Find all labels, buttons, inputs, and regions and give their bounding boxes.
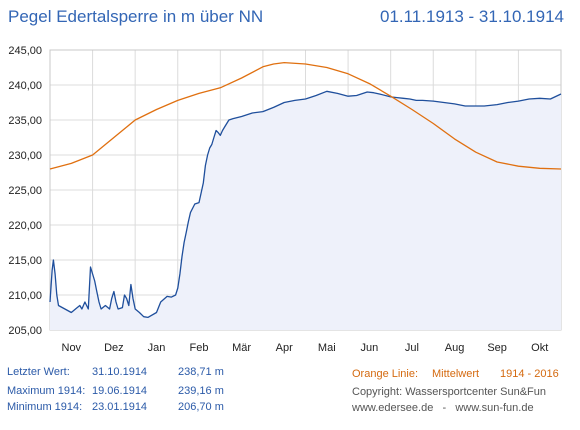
- orange-line-text: Mittelwert: [432, 368, 480, 380]
- mean-line: [49, 61, 562, 170]
- x-tick-label: Apr: [276, 342, 293, 354]
- last-value-label: Letzter Wert:: [7, 366, 70, 378]
- x-tick-label: Sep: [487, 342, 507, 354]
- orange-line-label: Orange Linie:: [352, 368, 419, 380]
- series-area-0: [50, 91, 561, 330]
- chart-lines: [49, 61, 562, 319]
- y-tick-label: 245,00: [8, 45, 42, 57]
- y-tick-label: 220,00: [8, 220, 42, 232]
- y-tick-label: 235,00: [8, 115, 42, 127]
- y-tick-label: 210,00: [8, 290, 42, 302]
- max-value-date: 19.06.1914: [92, 385, 148, 397]
- chart-axes: 205,00 210,00 215,00 220,00 225,00 230,00 235,…: [8, 45, 548, 354]
- x-tick-label: Okt: [531, 342, 548, 354]
- min-value-date: 23.01.1914: [92, 401, 148, 413]
- y-tick-label: 215,00: [8, 255, 42, 267]
- min-value-amount: 206,70 m: [178, 401, 224, 413]
- y-tick-label: 205,00: [8, 325, 42, 337]
- max-value-label: Maximum 1914:: [7, 385, 86, 397]
- website-links: www.edersee.de - www.sun-fun.de: [352, 402, 534, 414]
- x-tick-label: Dez: [104, 342, 124, 354]
- y-tick-label: 225,00: [8, 185, 42, 197]
- y-tick-label: 230,00: [8, 150, 42, 162]
- x-tick-label: Feb: [190, 342, 209, 354]
- x-tick-label: Aug: [445, 342, 465, 354]
- last-value-amount: 238,71 m: [178, 366, 224, 378]
- min-value-label: Minimum 1914:: [7, 401, 83, 413]
- y-tick-label: 240,00: [8, 80, 42, 92]
- x-tick-label: Jan: [148, 342, 166, 354]
- chart-period: 01.11.1913 - 31.10.1914: [379, 7, 564, 26]
- x-tick-label: Jul: [405, 342, 419, 354]
- max-value-amount: 239,16 m: [178, 385, 224, 397]
- x-tick-label: Nov: [62, 342, 82, 354]
- x-tick-label: Mär: [232, 342, 251, 354]
- orange-line-years: 1914 - 2016: [500, 368, 559, 380]
- x-tick-label: Jun: [361, 342, 379, 354]
- chart-fill: [50, 91, 561, 330]
- x-tick-label: Mai: [318, 342, 336, 354]
- copyright-text: Copyright: Wassersportcenter Sun&Fun: [352, 386, 547, 398]
- chart-title: Pegel Edertalsperre in m über NN: [8, 7, 264, 26]
- last-value-date: 31.10.1914: [92, 366, 148, 378]
- level-line: [49, 90, 562, 319]
